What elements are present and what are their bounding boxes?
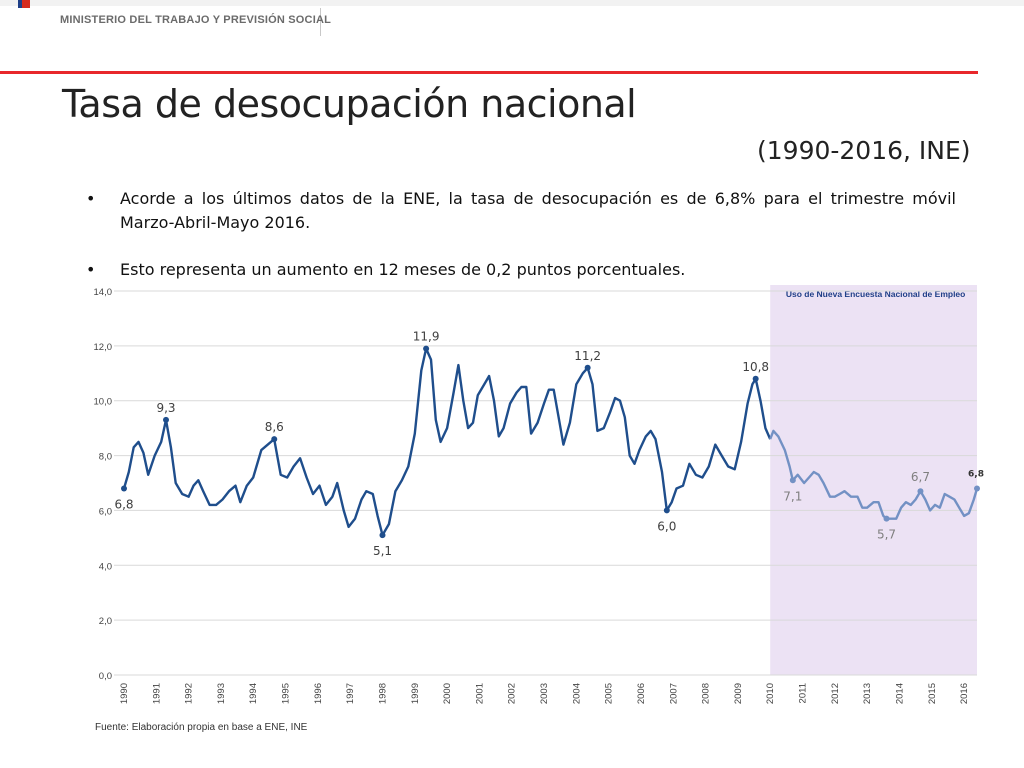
nene-shaded-region	[770, 285, 977, 675]
x-tick-label: 1990	[119, 683, 130, 704]
brand-flag-red	[22, 0, 30, 8]
x-tick-label: 2005	[604, 683, 615, 704]
nene-region-label: Uso de Nueva Encuesta Nacional de Empleo	[786, 289, 966, 299]
highlight-point	[423, 345, 430, 352]
y-tick-label: 6,0	[99, 506, 112, 517]
y-tick-label: 12,0	[94, 342, 113, 353]
brand-flag-blue	[18, 0, 22, 8]
highlight-point	[379, 532, 386, 539]
data-label: 8,6	[265, 420, 284, 434]
y-tick-label: 14,0	[94, 287, 113, 298]
x-tick-label: 2015	[927, 683, 938, 704]
x-tick-label: 2000	[442, 683, 453, 704]
data-label: 5,7	[877, 528, 896, 542]
highlight-point	[663, 507, 670, 514]
data-label: 9,3	[156, 401, 175, 415]
data-label: 6,8	[114, 497, 133, 511]
x-tick-label: 2009	[733, 683, 744, 704]
x-tick-label: 2001	[474, 683, 485, 704]
bullet-item-1: • Acorde a los últimos datos de la ENE, …	[86, 187, 956, 235]
series-line-nene	[769, 429, 979, 520]
ministry-name: MINISTERIO DEL TRABAJO Y PREVISIÓN SOCIA…	[60, 14, 332, 26]
bullet-item-2: • Esto representa un aumento en 12 meses…	[86, 258, 956, 282]
bullet-dot: •	[86, 189, 96, 208]
x-tick-label: 2010	[765, 683, 776, 704]
highlight-point	[789, 477, 796, 484]
highlight-point	[917, 488, 924, 495]
data-label: 7,1	[783, 489, 802, 503]
x-tick-label: 2003	[539, 683, 550, 704]
highlight-point	[271, 436, 278, 443]
data-label: 6,0	[657, 519, 676, 533]
x-tick-label: 1999	[410, 683, 421, 704]
highlight-point	[752, 375, 759, 382]
slide-subtitle: (1990-2016, INE)	[757, 136, 971, 165]
y-tick-label: 4,0	[99, 561, 112, 572]
x-tick-label: 2007	[668, 683, 679, 704]
y-tick-label: 0,0	[99, 671, 112, 682]
x-tick-label: 1993	[216, 683, 227, 704]
data-label: 6,7	[911, 470, 930, 484]
x-tick-label: 1992	[184, 683, 195, 704]
data-label: 5,1	[373, 544, 392, 558]
bullet-dot: •	[86, 260, 96, 279]
ministry-header-box	[52, 8, 321, 36]
x-tick-label: 2014	[894, 683, 905, 704]
data-label: 6,8	[968, 469, 984, 479]
highlight-point	[163, 416, 170, 423]
highlight-point	[584, 364, 591, 371]
highlight-point	[121, 485, 127, 492]
data-label: 11,9	[413, 330, 440, 344]
highlight-point	[974, 485, 980, 492]
y-tick-label: 8,0	[99, 452, 112, 463]
x-tick-label: 2004	[571, 683, 582, 704]
top-strip	[0, 0, 1024, 6]
bullet-text: Acorde a los últimos datos de la ENE, la…	[120, 189, 956, 232]
source-note: Fuente: Elaboración propia en base a ENE…	[95, 722, 308, 733]
x-tick-label: 2013	[862, 683, 873, 704]
x-tick-label: 2012	[830, 683, 841, 704]
x-tick-label: 2002	[507, 683, 518, 704]
slide-title: Tasa de desocupación nacional	[62, 82, 637, 126]
data-label: 10,8	[742, 360, 769, 374]
x-tick-label: 1994	[248, 683, 259, 704]
x-tick-label: 2008	[701, 683, 712, 704]
title-rule	[0, 71, 978, 74]
x-tick-label: 2006	[636, 683, 647, 704]
x-tick-label: 1997	[345, 683, 356, 704]
x-tick-label: 1991	[151, 683, 162, 704]
series-line-ene	[122, 347, 772, 537]
y-tick-label: 10,0	[94, 397, 113, 408]
x-tick-label: 1998	[377, 683, 388, 704]
highlight-point	[883, 515, 890, 522]
y-tick-label: 2,0	[99, 616, 112, 627]
x-tick-label: 2011	[798, 683, 809, 703]
data-label: 11,2	[574, 349, 601, 363]
x-tick-label: 1996	[313, 683, 324, 704]
x-tick-label: 2016	[959, 683, 970, 704]
x-tick-label: 1995	[281, 683, 292, 704]
bullet-text: Esto representa un aumento en 12 meses d…	[120, 260, 686, 279]
